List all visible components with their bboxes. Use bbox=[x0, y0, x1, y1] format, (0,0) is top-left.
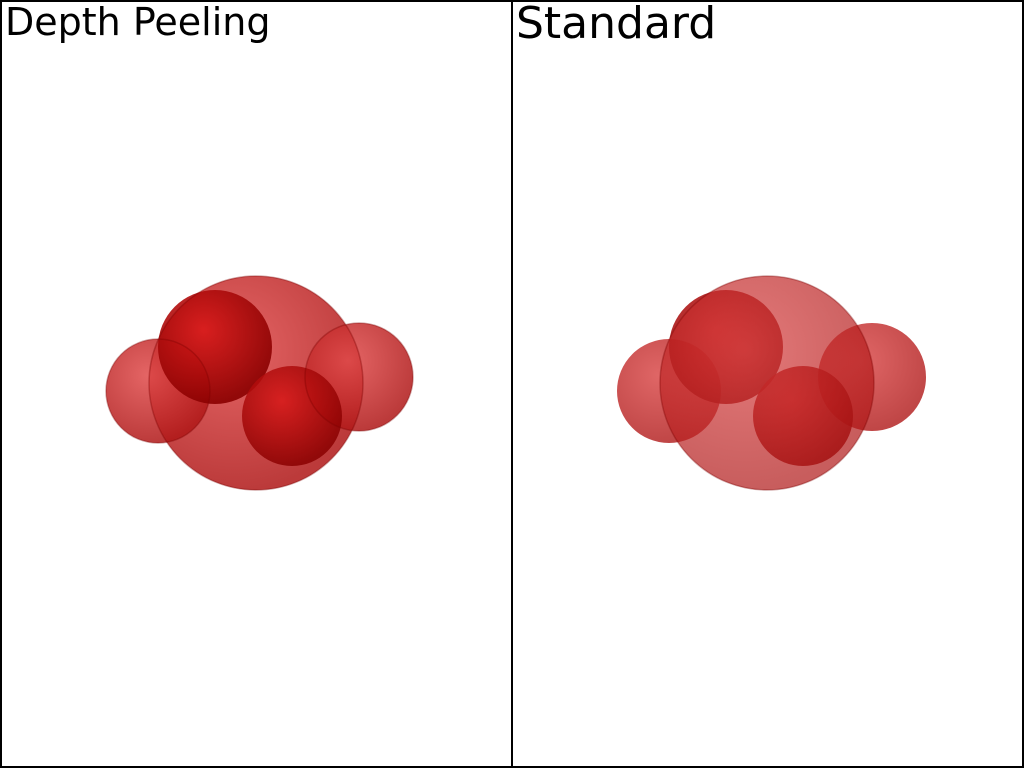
viewport-depth-peeling[interactable]: Depth Peeling bbox=[0, 0, 513, 768]
sphere-bottom bbox=[242, 366, 342, 466]
sphere-cluster-render bbox=[2, 2, 511, 766]
sphere-center bbox=[660, 276, 874, 490]
sphere-cluster-render bbox=[513, 2, 1022, 766]
viewport-standard[interactable]: Standard bbox=[511, 0, 1024, 768]
